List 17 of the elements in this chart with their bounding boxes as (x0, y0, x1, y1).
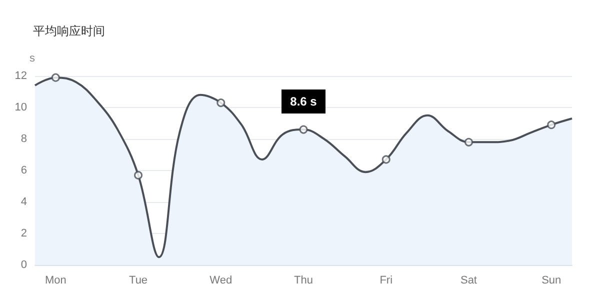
y-tick-label: 4 (20, 196, 27, 208)
x-tick-label: Mon (44, 274, 66, 286)
x-tick-label: Sat (460, 274, 477, 286)
annotation: 8.6 s (290, 94, 318, 109)
y-axis-title: s (30, 52, 36, 64)
x-tick-label: Tue (128, 274, 148, 286)
chart-title: 平均响应时间 (33, 24, 105, 38)
y-tick-label: 8 (20, 133, 27, 145)
y-tick-label: 12 (14, 70, 27, 82)
y-tick-label: 2 (20, 228, 27, 240)
x-tick-label: Wed (210, 274, 232, 286)
y-tick-label: 0 (20, 259, 27, 271)
x-tick-label: Fri (380, 274, 393, 286)
x-tick-label: Thu (294, 274, 313, 286)
y-tick-label: 6 (20, 164, 27, 176)
x-tick-label: Sun (542, 274, 562, 286)
y-tick-label: 10 (14, 102, 27, 114)
